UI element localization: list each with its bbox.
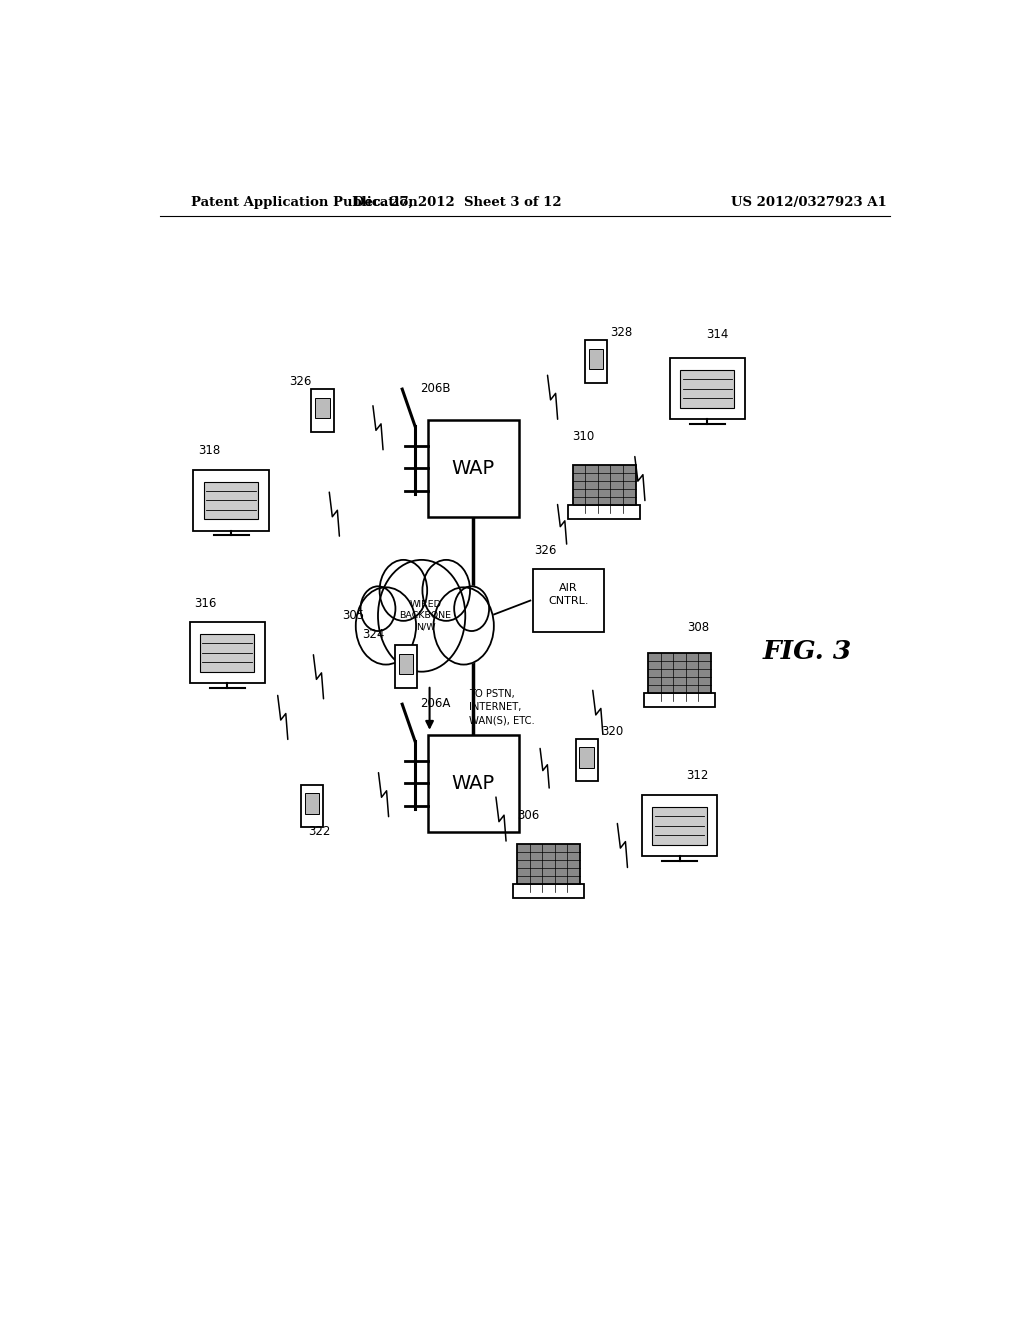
FancyBboxPatch shape <box>568 504 640 519</box>
FancyBboxPatch shape <box>652 807 707 845</box>
Text: 312: 312 <box>686 770 709 783</box>
Text: WIRED
BACKBONE
N/W: WIRED BACKBONE N/W <box>399 599 452 632</box>
FancyBboxPatch shape <box>644 693 715 708</box>
Text: 306: 306 <box>517 809 539 822</box>
FancyBboxPatch shape <box>204 482 258 519</box>
FancyBboxPatch shape <box>642 795 717 857</box>
FancyBboxPatch shape <box>189 623 265 684</box>
Text: Dec. 27, 2012  Sheet 3 of 12: Dec. 27, 2012 Sheet 3 of 12 <box>353 195 561 209</box>
Circle shape <box>423 560 470 620</box>
FancyBboxPatch shape <box>200 634 254 672</box>
Text: 326: 326 <box>289 375 311 388</box>
Text: WAP: WAP <box>452 459 495 478</box>
FancyBboxPatch shape <box>648 653 711 701</box>
FancyBboxPatch shape <box>575 739 598 781</box>
Circle shape <box>380 560 427 620</box>
FancyBboxPatch shape <box>305 793 319 813</box>
Text: FIG. 3: FIG. 3 <box>763 639 852 664</box>
Text: 310: 310 <box>572 430 595 444</box>
Text: 314: 314 <box>706 329 728 342</box>
Text: 305: 305 <box>342 610 365 622</box>
Text: AIR
CNTRL.: AIR CNTRL. <box>548 583 589 606</box>
Text: WAP: WAP <box>452 774 495 793</box>
Text: TO PSTN,
INTERNET,
WAN(S), ETC.: TO PSTN, INTERNET, WAN(S), ETC. <box>469 689 535 726</box>
FancyBboxPatch shape <box>428 735 519 832</box>
Circle shape <box>378 560 465 672</box>
FancyBboxPatch shape <box>398 653 413 675</box>
FancyBboxPatch shape <box>315 397 330 418</box>
Text: 328: 328 <box>610 326 633 339</box>
Text: 316: 316 <box>194 597 216 610</box>
FancyBboxPatch shape <box>311 389 334 432</box>
Text: 206A: 206A <box>420 697 450 710</box>
FancyBboxPatch shape <box>194 470 269 531</box>
Text: 324: 324 <box>362 628 384 642</box>
FancyBboxPatch shape <box>589 348 603 370</box>
FancyBboxPatch shape <box>572 465 636 512</box>
FancyBboxPatch shape <box>301 784 324 828</box>
Text: 308: 308 <box>687 622 710 634</box>
FancyBboxPatch shape <box>585 341 607 383</box>
FancyBboxPatch shape <box>513 884 585 899</box>
FancyBboxPatch shape <box>428 420 519 516</box>
Text: 206B: 206B <box>420 381 451 395</box>
FancyBboxPatch shape <box>670 358 745 420</box>
FancyBboxPatch shape <box>517 845 580 892</box>
FancyBboxPatch shape <box>380 595 471 677</box>
Text: US 2012/0327923 A1: US 2012/0327923 A1 <box>731 195 887 209</box>
Text: 318: 318 <box>198 445 220 457</box>
Circle shape <box>455 586 489 631</box>
FancyBboxPatch shape <box>680 370 734 408</box>
Text: 326: 326 <box>535 544 557 557</box>
Text: 322: 322 <box>308 825 331 838</box>
Text: 320: 320 <box>601 725 624 738</box>
Text: Patent Application Publication: Patent Application Publication <box>191 195 418 209</box>
FancyBboxPatch shape <box>580 747 594 768</box>
FancyBboxPatch shape <box>532 569 604 632</box>
Circle shape <box>433 587 494 664</box>
Circle shape <box>360 586 395 631</box>
Circle shape <box>355 587 416 664</box>
FancyBboxPatch shape <box>394 645 417 688</box>
